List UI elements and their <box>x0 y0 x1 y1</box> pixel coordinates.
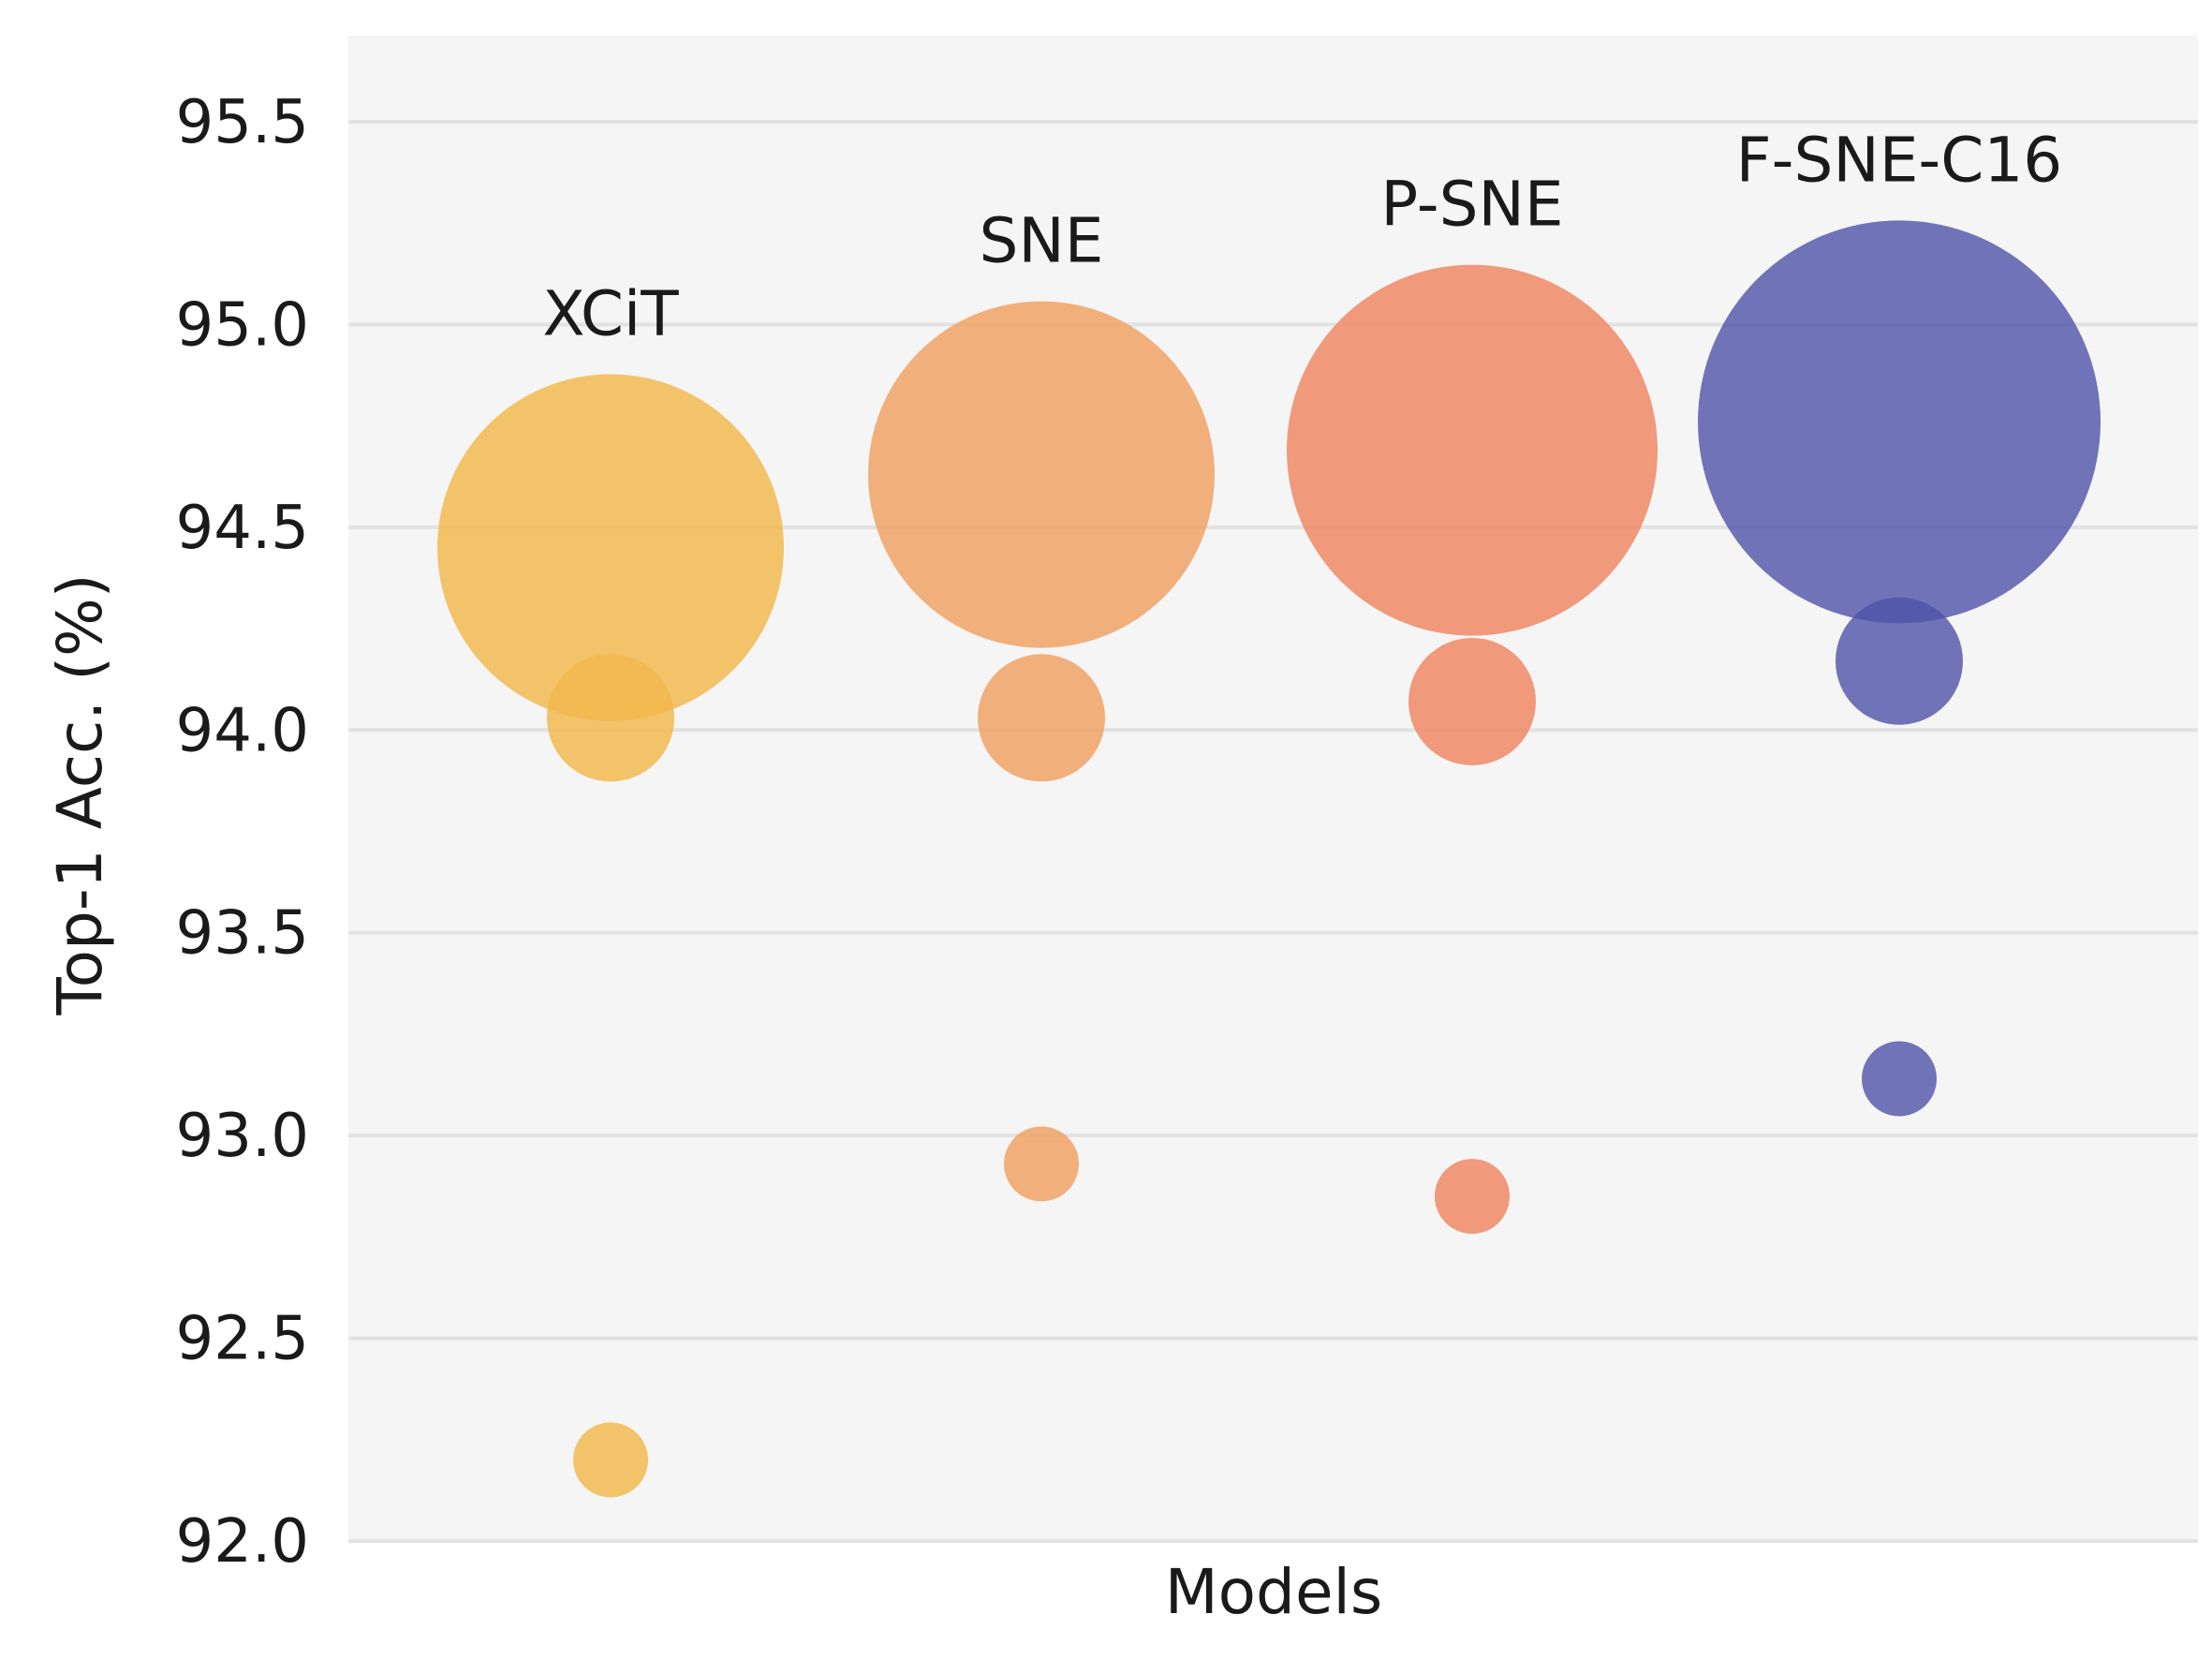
y-tick-label: 95.0 <box>176 290 310 360</box>
bubble-point <box>1836 597 1963 725</box>
y-tick-label: 93.0 <box>176 1102 310 1171</box>
y-axis-label: Top-1 Acc. (%) <box>44 574 116 1016</box>
bubble-point <box>1004 1126 1079 1202</box>
bubble-point <box>1287 264 1658 636</box>
bubble-point <box>573 1422 648 1498</box>
model-label: F-SNE-C16 <box>1736 124 2063 196</box>
y-tick-label: 92.5 <box>176 1305 310 1374</box>
model-label: P-SNE <box>1380 169 1563 241</box>
bubble-point <box>1408 637 1536 765</box>
y-tick-label: 92.0 <box>176 1507 310 1577</box>
bubble-point <box>1862 1041 1937 1117</box>
model-label: XCiT <box>542 278 679 350</box>
bubble-point <box>868 301 1215 648</box>
x-axis-label: Models <box>1165 1556 1383 1628</box>
y-tick-label: 95.5 <box>176 88 310 157</box>
bubble-point <box>437 374 784 721</box>
y-tick-label: 93.5 <box>176 899 310 969</box>
model-labels: XCiT SNE P-SNE F-SNE-C16 <box>542 124 2062 349</box>
y-tick-label: 94.5 <box>176 494 310 563</box>
bubble-point <box>1435 1159 1510 1235</box>
bubble-point <box>978 654 1105 782</box>
model-label: SNE <box>980 205 1104 277</box>
y-tick-labels: 92.0 92.5 93.0 93.5 94.0 94.5 95.0 95.5 <box>176 88 310 1577</box>
y-tick-label: 94.0 <box>176 696 310 765</box>
bubbles <box>437 220 2101 1498</box>
bubble-point <box>1698 220 2101 624</box>
